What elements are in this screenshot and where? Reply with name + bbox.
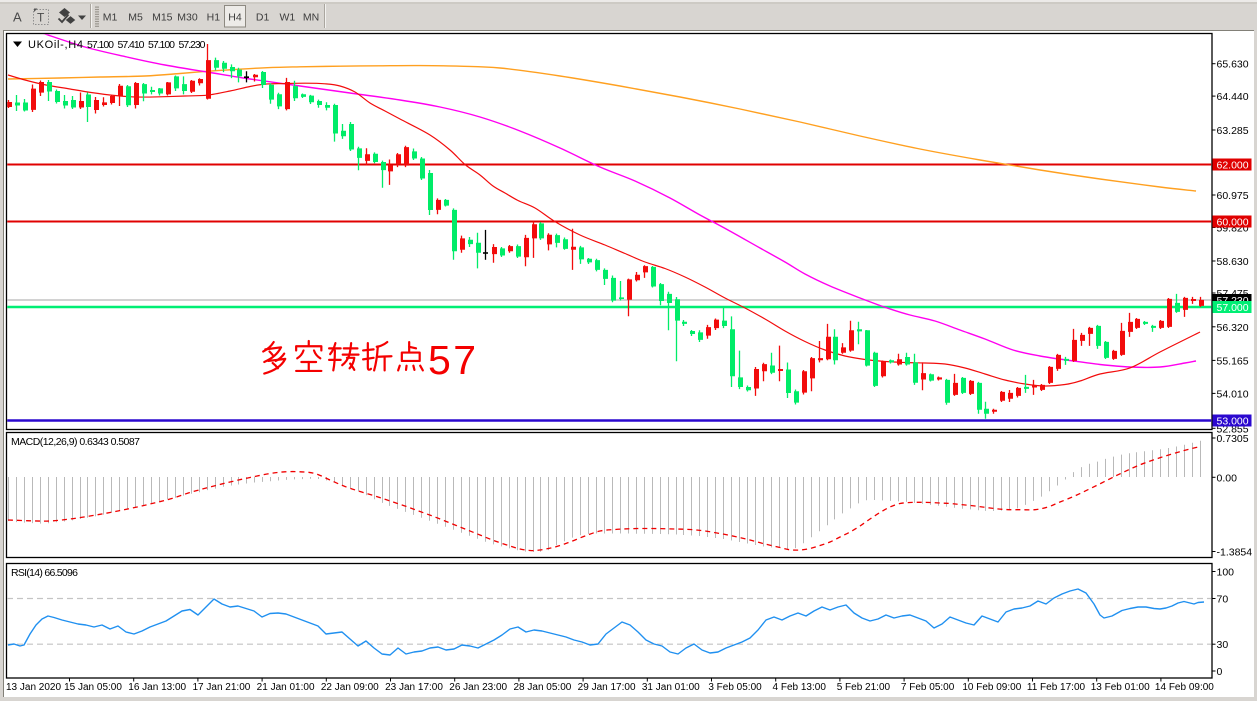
svg-text:17 Jan 21:00: 17 Jan 21:00 — [192, 682, 250, 693]
svg-text:57.000: 57.000 — [1217, 302, 1249, 314]
svg-text:T: T — [37, 11, 45, 25]
svg-text:29 Jan 17:00: 29 Jan 17:00 — [578, 682, 636, 693]
svg-text:H4: H4 — [228, 12, 242, 24]
svg-text:56.320: 56.320 — [1217, 322, 1249, 334]
svg-text:70: 70 — [1217, 594, 1229, 606]
svg-text:53.000: 53.000 — [1217, 416, 1249, 428]
svg-text:0.7305: 0.7305 — [1217, 433, 1249, 445]
svg-text:MN: MN — [303, 12, 319, 24]
svg-text:100: 100 — [1217, 567, 1235, 579]
svg-text:28 Jan 05:00: 28 Jan 05:00 — [513, 682, 571, 693]
svg-text:57.100: 57.100 — [87, 39, 114, 51]
svg-text:60.975: 60.975 — [1217, 190, 1249, 202]
svg-text:14 Feb 09:00: 14 Feb 09:00 — [1155, 682, 1214, 693]
svg-text:10 Feb 09:00: 10 Feb 09:00 — [962, 682, 1021, 693]
svg-text:4 Feb 13:00: 4 Feb 13:00 — [773, 682, 827, 693]
svg-text:H1: H1 — [207, 12, 221, 24]
svg-text:RSI(14) 66.5096: RSI(14) 66.5096 — [11, 567, 78, 579]
svg-text:7 Feb 05:00: 7 Feb 05:00 — [901, 682, 955, 693]
svg-text:13 Feb 01:00: 13 Feb 01:00 — [1091, 682, 1150, 693]
svg-text:A: A — [13, 10, 22, 25]
svg-text:22 Jan 09:00: 22 Jan 09:00 — [321, 682, 379, 693]
svg-text:MACD(12,26,9) 0.6343 0.5087: MACD(12,26,9) 0.6343 0.5087 — [11, 436, 140, 448]
svg-text:M15: M15 — [152, 12, 173, 24]
svg-text:5 Feb 21:00: 5 Feb 21:00 — [837, 682, 891, 693]
svg-text:57.230: 57.230 — [179, 39, 206, 51]
svg-text:26 Jan 23:00: 26 Jan 23:00 — [449, 682, 507, 693]
svg-text:63.285: 63.285 — [1217, 125, 1249, 137]
svg-text:16 Jan 13:00: 16 Jan 13:00 — [128, 682, 186, 693]
svg-text:M5: M5 — [128, 12, 143, 24]
svg-text:57.410: 57.410 — [118, 39, 145, 51]
svg-text:60.000: 60.000 — [1217, 217, 1249, 229]
svg-text:64.440: 64.440 — [1217, 91, 1249, 103]
svg-text:0.00: 0.00 — [1217, 472, 1238, 484]
svg-text:15 Jan 05:00: 15 Jan 05:00 — [64, 682, 122, 693]
svg-text:W1: W1 — [280, 12, 296, 24]
svg-text:UKOil-,H4: UKOil-,H4 — [28, 39, 83, 51]
svg-text:21 Jan 01:00: 21 Jan 01:00 — [257, 682, 315, 693]
svg-text:31 Jan 01:00: 31 Jan 01:00 — [642, 682, 700, 693]
svg-text:M30: M30 — [177, 12, 198, 24]
svg-text:57.100: 57.100 — [148, 39, 175, 51]
svg-text:3 Feb 05:00: 3 Feb 05:00 — [708, 682, 762, 693]
svg-text:62.000: 62.000 — [1217, 160, 1249, 172]
svg-text:54.010: 54.010 — [1217, 388, 1249, 400]
svg-text:11 Feb 17:00: 11 Feb 17:00 — [1027, 682, 1086, 693]
svg-text:D1: D1 — [256, 12, 270, 24]
svg-text:M1: M1 — [103, 12, 118, 24]
svg-text:0: 0 — [1217, 666, 1223, 678]
svg-text:-1.3854: -1.3854 — [1217, 547, 1253, 559]
svg-text:55.165: 55.165 — [1217, 355, 1249, 367]
svg-text:23 Jan 17:00: 23 Jan 17:00 — [385, 682, 443, 693]
svg-text:30: 30 — [1217, 639, 1229, 651]
svg-text:65.630: 65.630 — [1217, 59, 1249, 71]
svg-text:58.630: 58.630 — [1217, 256, 1249, 268]
svg-text:13 Jan 2020: 13 Jan 2020 — [6, 682, 61, 693]
